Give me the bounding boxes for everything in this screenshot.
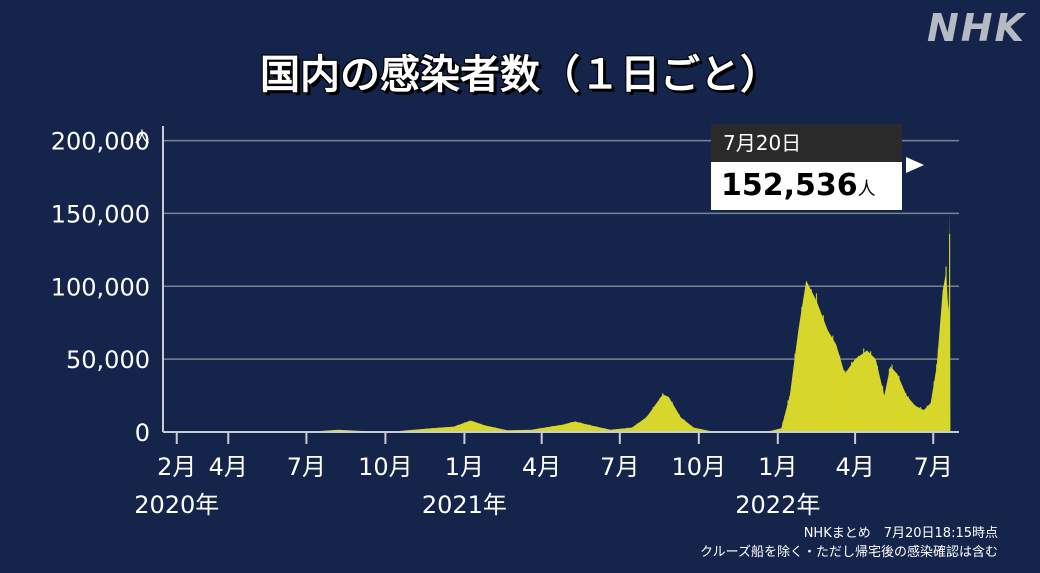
y-unit-label: 人 bbox=[134, 128, 149, 146]
latest-value-callout: 7月20日 152,536人 bbox=[711, 124, 902, 210]
nhk-logo: NHK bbox=[926, 6, 1026, 50]
y-tick-label: 0 bbox=[135, 419, 150, 447]
x-year-label: 2021年 bbox=[422, 491, 507, 519]
x-tick-label: 4月 bbox=[835, 453, 874, 481]
y-tick-label: 150,000 bbox=[51, 200, 150, 228]
x-tick-label: 4月 bbox=[209, 453, 248, 481]
footnote-source: NHKまとめ 7月20日18:15時点 bbox=[803, 526, 998, 541]
x-tick-label: 1月 bbox=[445, 453, 484, 481]
callout-date: 7月20日 bbox=[711, 124, 902, 162]
axes bbox=[162, 126, 959, 444]
x-tick-label: 7月 bbox=[914, 453, 953, 481]
callout-unit: 人 bbox=[857, 179, 876, 200]
x-year-label: 2022年 bbox=[735, 491, 820, 519]
x-tick-label: 7月 bbox=[600, 453, 639, 481]
callout-pointer-icon bbox=[906, 157, 924, 173]
footnote-note: クルーズ船を除く・ただし帰宅後の感染確認は含む bbox=[700, 545, 998, 560]
y-tick-label: 200,000 bbox=[51, 128, 150, 156]
x-tick-label: 10月 bbox=[672, 453, 727, 481]
chart-title: 国内の感染者数（１日ごと） bbox=[260, 52, 780, 98]
x-tick-label: 7月 bbox=[287, 453, 326, 481]
y-tick-label: 100,000 bbox=[51, 273, 150, 301]
callout-value: 152,536 bbox=[721, 168, 858, 203]
callout-value-box: 152,536人 bbox=[711, 162, 902, 210]
x-tick-label: 2月 bbox=[157, 453, 196, 481]
series-daily-bars bbox=[420, 234, 951, 432]
x-year-label: 2020年 bbox=[134, 491, 219, 519]
y-tick-label: 50,000 bbox=[66, 346, 150, 374]
series-area-daily-cases bbox=[163, 209, 951, 432]
x-tick-label: 4月 bbox=[522, 453, 561, 481]
x-tick-label: 1月 bbox=[758, 453, 797, 481]
x-tick-label: 10月 bbox=[358, 453, 413, 481]
